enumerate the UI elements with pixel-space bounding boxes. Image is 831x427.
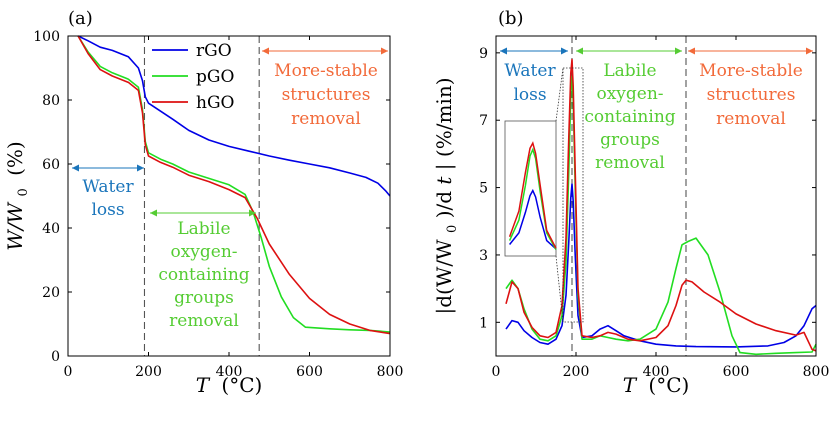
- ann-b-stable-1: More-stable: [699, 61, 803, 81]
- panel-a-xtick-label: 400: [216, 364, 243, 380]
- ann-a-stable-3: removal: [291, 109, 361, 129]
- panel-b-ylabel-var: |d(W/W: [432, 239, 457, 315]
- panel-a-series-rgo: [77, 35, 391, 197]
- panel-a-lines: [77, 35, 391, 335]
- arrow-head: [576, 47, 583, 55]
- ann-a-labile-1: Labile: [177, 219, 230, 239]
- panel-b-xlabel: T (°C): [623, 373, 690, 397]
- panel-a-label: (a): [68, 8, 93, 29]
- ann-a-labile-2: oxygen-: [170, 242, 237, 262]
- panel-b-ytick-label: 3: [479, 248, 488, 264]
- annotation-a-stable: More-stable structures removal: [262, 47, 388, 129]
- ann-b-stable-2: structures: [707, 85, 796, 105]
- ann-b-stable-3: removal: [716, 109, 786, 129]
- panel-b-ylabel: |d(W/W 0 )/d t | (%/min): [432, 78, 461, 315]
- annotation-a-water: Water loss: [72, 164, 144, 220]
- ann-b-labile-3: containing: [584, 107, 675, 127]
- legend: rGO pGO hGO: [152, 41, 234, 113]
- ann-a-water-1: Water: [82, 177, 134, 197]
- panel-a-ytick-label: 40: [42, 221, 60, 237]
- arrow-head: [150, 209, 157, 217]
- panel-a-ylabel-unit: (%): [3, 141, 27, 176]
- panel-b-ylabel-t: t: [432, 176, 456, 185]
- panel-a-xlabel-unit: (°C): [221, 373, 262, 397]
- ann-b-water-2: loss: [513, 85, 546, 105]
- panel-a-series-hgo: [77, 35, 391, 335]
- panel-b-xtick-label: 0: [492, 364, 501, 380]
- legend-rgo-label: rGO: [196, 41, 232, 61]
- ann-a-stable-1: More-stable: [274, 61, 378, 81]
- arrow-head: [675, 47, 682, 55]
- panel-b-label: (b): [498, 8, 524, 29]
- panel-b: (b) 0 200 400 600 800 1 3 5 7 9 Water loss Labile…: [432, 8, 829, 397]
- panel-a-xtick-label: 0: [64, 364, 73, 380]
- panel-b-ytick-label: 1: [479, 315, 488, 331]
- ann-b-water-1: Water: [504, 61, 556, 81]
- inset-connector-bottom: [555, 255, 564, 323]
- panel-b-ylabel-unit: | (%/min): [432, 78, 457, 171]
- panel-a-ylabel-sub: 0: [16, 188, 31, 196]
- legend-pgo-label: pGO: [196, 67, 234, 87]
- inset-zoom-box: [562, 67, 584, 323]
- panel-a-ytick-label: 100: [33, 29, 60, 45]
- arrow-head: [806, 47, 813, 55]
- panel-a-series-pgo: [77, 35, 391, 333]
- legend-hgo-label: hGO: [196, 93, 234, 113]
- ann-b-labile-5: removal: [595, 153, 665, 173]
- panel-a-ytick-label: 0: [51, 349, 60, 365]
- panel-b-lines: [505, 58, 817, 356]
- panel-a-ytick-label: 80: [42, 93, 60, 109]
- panel-b-xtick-label: 800: [803, 364, 830, 380]
- panel-a-xlabel: T (°C): [196, 373, 263, 397]
- panel-a: (a) 0 200 400 600 800 0 20 40 60 80 100 rGO pGO hG…: [3, 8, 403, 397]
- panel-b-ylabel-mid: )/d: [432, 191, 456, 219]
- ann-a-water-2: loss: [91, 200, 124, 220]
- panel-a-xtick-label: 600: [296, 364, 323, 380]
- panel-b-ylabel-sub: 0: [445, 225, 460, 233]
- arrow-head: [688, 47, 695, 55]
- panel-a-ylabel-var: W/W: [3, 201, 27, 250]
- panel-a-ytick-label: 20: [42, 285, 60, 301]
- ann-b-labile-2: oxygen-: [596, 84, 663, 104]
- panel-b-ytick-label: 5: [479, 181, 488, 197]
- panel-a-xtick-label: 800: [377, 364, 404, 380]
- inset-zoom: [504, 67, 584, 323]
- panel-b-xtick-label: 400: [643, 364, 670, 380]
- arrow-head: [381, 47, 388, 55]
- inset-connector-top: [555, 67, 564, 122]
- ann-a-stable-2: structures: [282, 85, 371, 105]
- inset-series-rgo: [509, 188, 557, 250]
- annotation-b-stable: More-stable structures removal: [688, 47, 813, 129]
- panel-a-xlabel-var: T: [196, 373, 211, 397]
- annotation-a-labile: Labile oxygen- containing groups removal: [150, 209, 256, 331]
- ann-a-labile-5: removal: [169, 311, 239, 331]
- ann-b-labile-1: Labile: [603, 61, 656, 81]
- ann-a-labile-3: containing: [158, 265, 249, 285]
- panel-b-xtick-label: 200: [563, 364, 590, 380]
- ann-a-labile-4: groups: [174, 288, 234, 308]
- arrow-head: [137, 164, 144, 172]
- inset-series-hgo: [508, 141, 557, 249]
- panel-b-series-pgo: [505, 75, 817, 356]
- annotation-b-labile: Labile oxygen- containing groups removal: [576, 47, 682, 173]
- panel-a-xtick-label: 200: [135, 364, 162, 380]
- panel-b-xlabel-unit: (°C): [648, 373, 689, 397]
- panel-a-ylabel: W/W 0 (%): [3, 141, 32, 250]
- panel-b-xtick-label: 600: [723, 364, 750, 380]
- arrow-head: [249, 209, 256, 217]
- ann-b-labile-4: groups: [600, 130, 660, 150]
- annotation-b-water: Water loss: [500, 47, 568, 105]
- panel-b-ytick-label: 9: [479, 46, 488, 62]
- arrow-head: [72, 164, 79, 172]
- panel-b-ytick-label: 7: [479, 113, 488, 129]
- arrow-head: [561, 47, 568, 55]
- panel-b-xlabel-var: T: [623, 373, 638, 397]
- panel-b-series-hgo: [505, 58, 817, 352]
- arrow-head: [500, 47, 507, 55]
- panel-a-ytick-label: 60: [42, 157, 60, 173]
- arrow-head: [262, 47, 269, 55]
